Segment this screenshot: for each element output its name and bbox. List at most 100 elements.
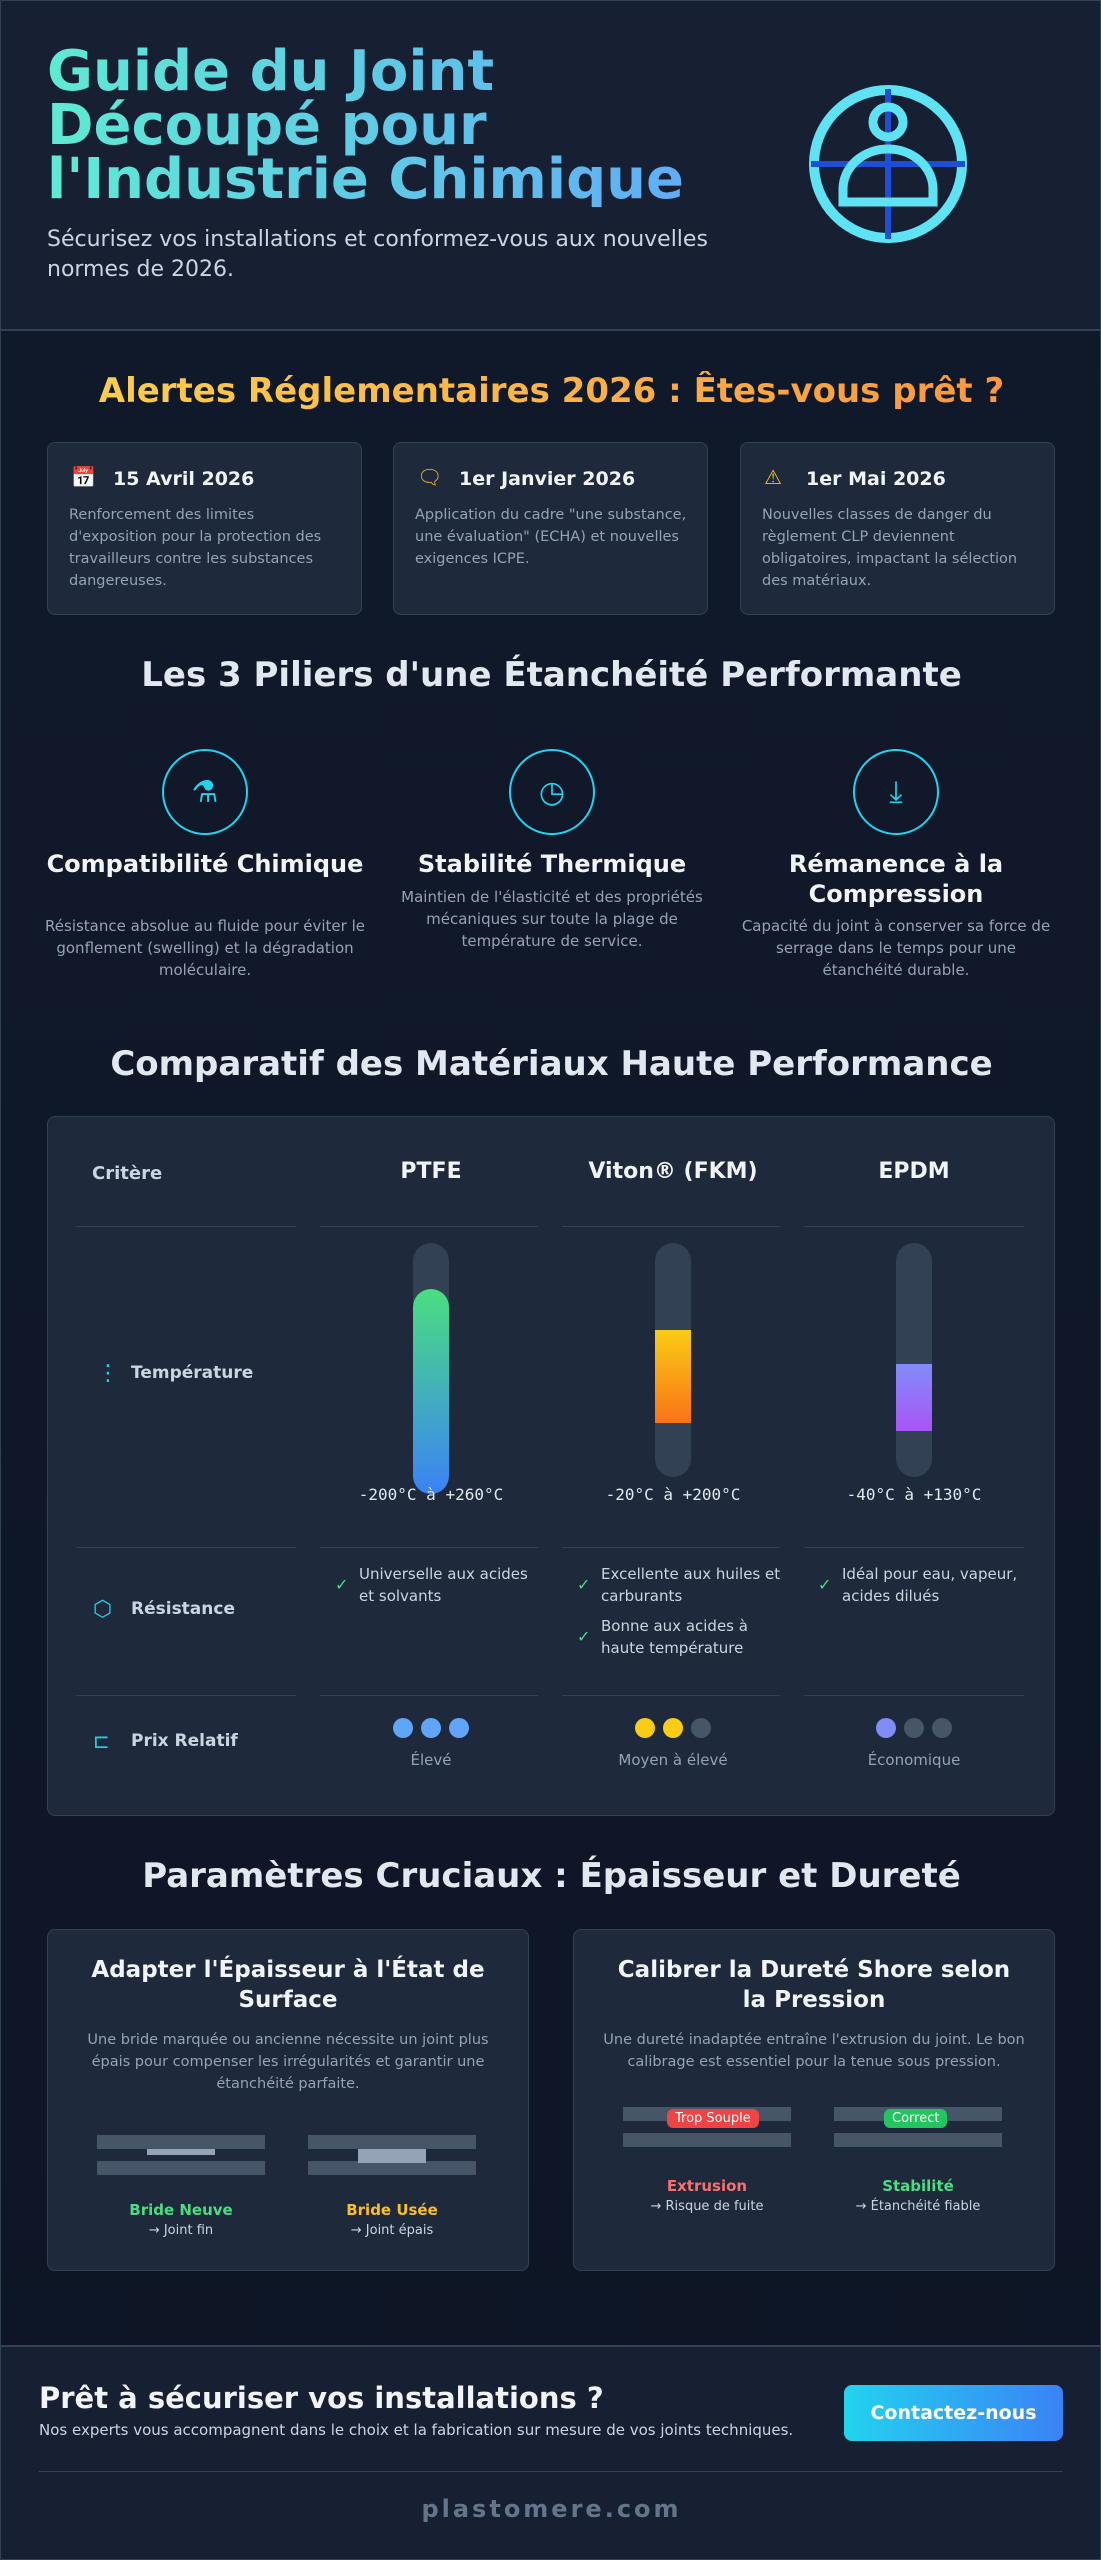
example-label: Extrusion — [666, 2177, 748, 2195]
section-title: Les 3 Piliers d'une Étanchéité Performan… — [141, 655, 962, 695]
example-label: Stabilité — [882, 2177, 954, 2195]
row-divider — [76, 1226, 296, 1227]
alert-date: 1er Mai 2026 — [806, 468, 946, 490]
icon: ⊏ — [93, 1729, 110, 1753]
cta-text: Nos experts vous accompagnent dans le ch… — [39, 2421, 794, 2439]
plate — [623, 2133, 791, 2147]
comparison-table — [47, 1116, 1055, 1816]
temp-range: -200°C à +260°C — [358, 1485, 504, 1504]
plate — [308, 2161, 476, 2175]
alert-card — [740, 442, 1055, 615]
param-text: Une bride marquée ou ancienne nécessite … — [87, 2032, 489, 2092]
pillar-title: Rémanence à la Compression — [788, 850, 1004, 908]
example-note: → Joint fin — [148, 2223, 214, 2238]
row-divider — [804, 1226, 1024, 1227]
param-text: Une dureté inadaptée entraîne l'extrusio… — [603, 2032, 1025, 2070]
cta-title: Prêt à sécuriser vos installations ? — [39, 2381, 604, 2415]
pillar-title: Compatibilité Chimique — [46, 850, 364, 878]
alert-card — [393, 442, 708, 615]
brand: plastomere.com — [421, 2495, 682, 2523]
row-divider — [804, 1695, 1024, 1696]
tag: Correct — [884, 2109, 948, 2128]
row-divider — [320, 1695, 538, 1696]
row-divider — [76, 1547, 296, 1548]
temp-range: -20°C à +200°C — [605, 1485, 741, 1504]
pillar-icon: ⚗ — [162, 749, 248, 835]
alert-date: 15 Avril 2026 — [113, 468, 255, 490]
resistance-note: Excellente aux huiles et carburants — [601, 1565, 781, 1605]
temp-bar-track — [655, 1243, 691, 1477]
price-dots — [854, 1718, 974, 1742]
param-title: Calibrer la Dureté Shore selon la Pressi… — [617, 1957, 1011, 2013]
resistance-note: Bonne aux acides à haute température — [601, 1617, 748, 1657]
temp-bar — [413, 1289, 449, 1494]
gasket — [147, 2149, 215, 2155]
dot — [449, 1718, 469, 1738]
check: ✓ — [335, 1575, 349, 1594]
param-card — [573, 1929, 1055, 2271]
example-label: Bride Usée — [346, 2201, 438, 2219]
param-title: Adapter l'Épaisseur à l'État de Surface — [91, 1957, 485, 2013]
dot — [691, 1718, 711, 1738]
pillar-text: Capacité du joint à conserver sa force d… — [741, 917, 1051, 979]
row-divider — [562, 1226, 780, 1227]
material-header: EPDM — [878, 1159, 950, 1184]
section-title: Paramètres Cruciaux : Épaisseur et Duret… — [142, 1856, 961, 1896]
row-divider — [320, 1226, 538, 1227]
dot — [421, 1718, 441, 1738]
temp-bar-track — [896, 1243, 932, 1477]
dot — [876, 1718, 896, 1738]
row-label: Prix Relatif — [131, 1731, 238, 1751]
example-note: → Joint épais — [350, 2223, 434, 2238]
gasket — [358, 2149, 426, 2163]
icon: 📅 — [71, 465, 96, 489]
divider — [39, 2471, 1063, 2472]
dot — [393, 1718, 413, 1738]
dot — [663, 1718, 683, 1738]
row-label: Température — [131, 1363, 254, 1383]
price-level: Moyen à élevé — [618, 1751, 728, 1769]
section-title: Alertes Réglementaires 2026 : Êtes-vous … — [1, 371, 1100, 411]
row-divider — [562, 1695, 780, 1696]
contact-button[interactable]: Contactez-nous — [844, 2385, 1063, 2441]
alert-text: Renforcement des limites d'exposition po… — [69, 507, 322, 589]
pillar-text: Maintien de l'élasticité et des propriét… — [401, 888, 703, 950]
dot — [904, 1718, 924, 1738]
icon: ⬡ — [93, 1597, 113, 1622]
criteria-header: Critère — [92, 1163, 163, 1184]
title: Guide du Joint Découpé pour l'Industrie … — [47, 44, 767, 208]
plate — [834, 2133, 1002, 2147]
temp-bar — [655, 1330, 691, 1423]
subtitle: Sécurisez vos installations et conformez… — [47, 227, 708, 282]
icon: ⋮ — [97, 1361, 119, 1386]
pillar-icon: ⤓ — [853, 749, 939, 835]
resistance-note: Idéal pour eau, vapeur, acides dilués — [842, 1565, 1018, 1605]
tag: Trop Souple — [667, 2109, 759, 2128]
section-title: Comparatif des Matériaux Haute Performan… — [110, 1044, 993, 1084]
plate — [97, 2135, 265, 2149]
icon: 🗨 — [417, 465, 443, 489]
row-divider — [804, 1547, 1024, 1548]
check: ✓ — [577, 1627, 591, 1646]
check: ✓ — [818, 1575, 832, 1594]
temp-bar-track — [413, 1243, 449, 1494]
alert-date: 1er Janvier 2026 — [459, 468, 636, 490]
param-card — [47, 1929, 529, 2271]
row-divider — [562, 1547, 780, 1548]
dot — [932, 1718, 952, 1738]
plate — [97, 2161, 265, 2175]
material-header: PTFE — [400, 1159, 462, 1184]
row-label: Résistance — [131, 1599, 235, 1619]
alert-text: Application du cadre "une substance, une… — [415, 507, 687, 567]
price-dots — [613, 1718, 733, 1742]
pillar-text: Résistance absolue au fluide pour éviter… — [45, 917, 365, 979]
resistance-note: Universelle aux acides et solvants — [359, 1565, 528, 1605]
header-icon — [809, 85, 967, 243]
pillar-icon: ◷ — [509, 749, 595, 835]
price-level: Élevé — [410, 1751, 452, 1769]
temp-range: -40°C à +130°C — [846, 1485, 982, 1504]
dot — [635, 1718, 655, 1738]
temp-bar — [896, 1364, 932, 1431]
price-level: Économique — [867, 1751, 961, 1769]
